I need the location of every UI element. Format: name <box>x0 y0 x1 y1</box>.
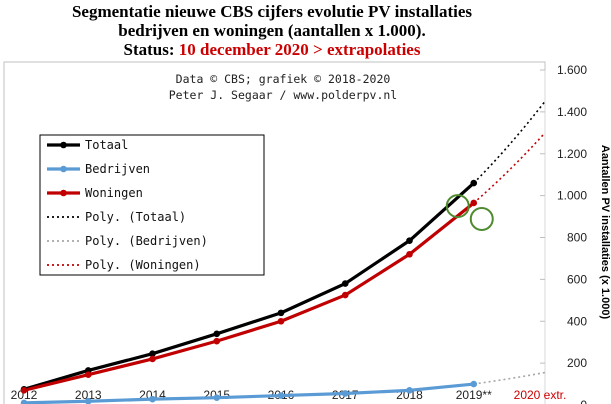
series-line <box>23 382 474 404</box>
data-point <box>341 291 349 299</box>
trendline <box>473 132 546 204</box>
y-tick-label: 200 <box>567 356 587 370</box>
legend-label: Bedrijven <box>85 162 150 176</box>
y-tick-label: 1.600 <box>557 63 587 77</box>
data-point <box>277 317 285 325</box>
chart-title-line-2: bedrijven en woningen (aantallen x 1.000… <box>118 21 425 40</box>
y-tick-label: 600 <box>567 272 587 286</box>
data-point <box>470 199 478 207</box>
data-point <box>341 390 349 397</box>
data-point <box>470 380 478 388</box>
legend-label: Poly. (Woningen) <box>85 258 201 272</box>
data-point <box>20 387 28 394</box>
legend: Totaal Bedrijven Woningen Poly. (Totaal) Pol… <box>39 134 265 276</box>
y-tick-label: 0 <box>580 398 587 404</box>
trendline <box>473 371 546 385</box>
legend-label: Poly. (Totaal) <box>85 210 186 224</box>
y-axis-label: Aantallen PV installaties (x 1.000) <box>599 145 611 320</box>
data-point <box>213 394 221 401</box>
data-point <box>213 337 221 345</box>
data-point <box>277 392 285 399</box>
y-tick-label: 400 <box>567 314 587 328</box>
credit-line-2: Peter J. Segaar / www.polderpv.nl <box>169 88 397 102</box>
series-line <box>23 181 475 391</box>
data-point <box>470 179 478 187</box>
status-label: Status: <box>124 40 175 59</box>
data-point <box>20 399 28 404</box>
data-point <box>149 350 156 358</box>
legend-marker <box>60 189 67 197</box>
data-point <box>406 237 413 244</box>
legend-marker <box>60 165 67 173</box>
status-value: 10 december 2020 > extrapolaties <box>179 40 421 59</box>
y-tick-label: 800 <box>567 231 587 245</box>
highlight-circles <box>445 194 494 231</box>
legend-label: Totaal <box>85 138 128 152</box>
x-tick-label: 2012 <box>11 388 38 402</box>
data-point <box>84 371 92 378</box>
legend-marker <box>60 141 67 149</box>
legend-label: Woningen <box>85 186 143 200</box>
data-point <box>84 397 92 404</box>
data-point <box>406 250 413 258</box>
data-point <box>149 395 156 403</box>
highlight-circle <box>445 194 470 219</box>
data-point <box>149 355 156 363</box>
y-tick-label: 1.000 <box>557 189 587 203</box>
series-points <box>20 179 478 404</box>
data-point <box>277 309 285 317</box>
chart-title-line-1: Segmentatie nieuwe CBS cijfers evolutie … <box>72 2 472 21</box>
series-lines <box>23 181 475 404</box>
credit-line-1: Data © CBS; grafiek © 2018-2020 <box>176 72 391 86</box>
trendlines <box>473 100 546 385</box>
x-tick-label: 2013 <box>75 388 102 402</box>
data-point <box>213 330 221 338</box>
highlight-circle <box>469 206 494 231</box>
trendline <box>473 100 546 184</box>
data-point <box>341 280 349 287</box>
legend-label: Poly. (Bedrijven) <box>85 234 208 248</box>
x-tick-label: 2019** <box>456 388 492 402</box>
data-point <box>406 387 413 394</box>
axes: 0 200 400 600 800 1.000 1.200 1.400 1.600 2012 201… <box>11 63 587 404</box>
y-tick-label: 1.200 <box>557 147 587 161</box>
y-tick-label: 1.400 <box>557 105 587 119</box>
x-tick-label: 2020 extr. <box>514 388 567 402</box>
legend-box <box>39 134 265 276</box>
chart-status: Status: 10 december 2020 > extrapolaties <box>124 40 421 59</box>
series-line <box>23 201 475 392</box>
